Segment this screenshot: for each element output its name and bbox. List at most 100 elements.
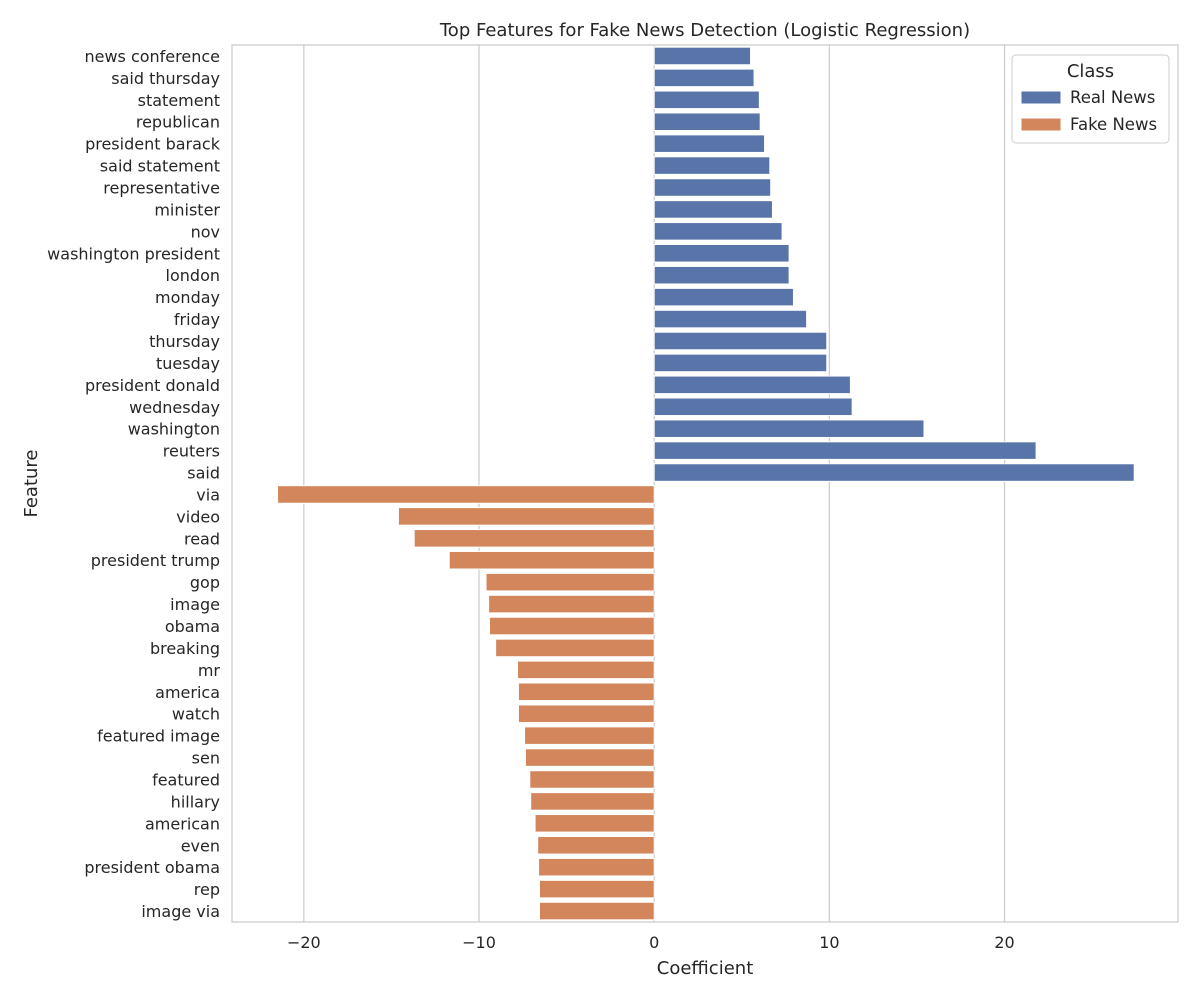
- y-tick-label: sen: [192, 749, 220, 768]
- bar-real-news: [653, 68, 755, 88]
- y-tick-label: statement: [138, 91, 220, 110]
- x-tick-labels: −20 −10 0 10 20: [287, 933, 1015, 952]
- y-tick-label: representative: [103, 179, 220, 198]
- legend-entries: Real News Fake News: [1020, 88, 1157, 134]
- x-tick-label: −10: [462, 933, 496, 952]
- bar-fake-news: [538, 879, 655, 899]
- bar-fake-news: [488, 594, 655, 614]
- y-tick-label: president donald: [85, 376, 220, 395]
- legend-swatch: [1020, 117, 1062, 132]
- bar-fake-news: [397, 507, 655, 526]
- y-tick-label: even: [181, 836, 220, 855]
- bar-fake-news: [530, 792, 655, 811]
- y-tick-label: said statement: [100, 157, 220, 176]
- legend-label: Real News: [1070, 88, 1155, 107]
- bar-fake-news: [413, 529, 655, 548]
- bar-real-news: [653, 222, 783, 241]
- bar-fake-news: [538, 857, 655, 877]
- x-tick-label: 0: [649, 933, 659, 952]
- y-tick-label: said thursday: [111, 69, 220, 88]
- y-tick-label: news conference: [84, 47, 220, 66]
- bar-real-news: [653, 112, 761, 132]
- y-tick-label: wednesday: [129, 398, 220, 417]
- y-tick-label: image via: [141, 902, 220, 921]
- y-tick-label: republican: [136, 113, 220, 132]
- bar-real-news: [653, 309, 808, 329]
- bar-fake-news: [537, 835, 655, 855]
- bar-real-news: [653, 331, 828, 351]
- y-tick-label: president barack: [85, 135, 221, 154]
- bars: [277, 46, 1135, 921]
- bar-real-news: [653, 265, 790, 285]
- bar-fake-news: [485, 572, 655, 592]
- y-tick-label: london: [166, 266, 220, 285]
- chart-title: Top Features for Fake News Detection (Lo…: [439, 20, 970, 41]
- y-tick-label: watch: [172, 705, 220, 724]
- bar-fake-news: [517, 704, 655, 723]
- y-tick-label: said: [187, 464, 220, 483]
- y-tick-label: featured image: [97, 727, 220, 746]
- y-tick-label: rep: [194, 880, 220, 899]
- y-tick-label: president obama: [84, 858, 220, 877]
- bar-real-news: [653, 134, 766, 153]
- y-tick-label: monday: [155, 288, 220, 307]
- y-tick-label: obama: [165, 617, 220, 636]
- bar-real-news: [653, 244, 790, 263]
- bar-real-news: [653, 463, 1135, 482]
- bar-fake-news: [538, 901, 655, 921]
- bar-fake-news: [517, 660, 655, 680]
- y-tick-label: minister: [154, 200, 220, 219]
- bar-real-news: [653, 353, 828, 373]
- y-tick-label: featured: [152, 770, 220, 789]
- y-tick-label: tuesday: [156, 354, 220, 373]
- y-tick-label: nov: [191, 222, 220, 241]
- bar-fake-news: [534, 814, 655, 833]
- bar-real-news: [653, 419, 925, 438]
- y-tick-label: breaking: [150, 639, 220, 658]
- y-tick-label: video: [176, 507, 220, 526]
- x-tick-label: 20: [994, 933, 1014, 952]
- bar-real-news: [653, 397, 853, 417]
- y-tick-label: president trump: [91, 551, 220, 570]
- bar-fake-news: [517, 682, 655, 702]
- legend-swatch: [1020, 90, 1062, 105]
- legend-label: Fake News: [1070, 115, 1157, 134]
- bar-fake-news: [448, 550, 655, 570]
- y-tick-label: america: [155, 683, 220, 702]
- y-tick-label: gop: [190, 573, 220, 592]
- y-tick-label: thursday: [149, 332, 220, 351]
- plot-frame: [231, 44, 1179, 923]
- bar-real-news: [653, 178, 772, 197]
- bar-real-news: [653, 200, 773, 219]
- bar-fake-news: [489, 616, 655, 636]
- y-tick-label: friday: [174, 310, 220, 329]
- bar-real-news: [653, 90, 760, 110]
- x-tick-label: −20: [287, 933, 321, 952]
- bar-fake-news: [277, 485, 655, 504]
- bar-fake-news: [529, 770, 655, 789]
- bar-real-news: [653, 441, 1037, 460]
- y-tick-label: hillary: [171, 792, 220, 811]
- bar-real-news: [653, 375, 851, 395]
- y-tick-label: washington: [128, 420, 220, 439]
- legend-title: Class: [1067, 61, 1114, 82]
- bar-real-news: [653, 156, 771, 175]
- legend: Class Real News Fake News: [1011, 54, 1170, 144]
- bar-fake-news: [524, 726, 655, 745]
- y-tick-label: image: [170, 595, 220, 614]
- y-tick-label: mr: [198, 661, 221, 680]
- y-tick-label: read: [184, 529, 220, 548]
- y-axis-label: Feature: [21, 449, 42, 517]
- bar-real-news: [653, 46, 752, 66]
- bar-fake-news: [495, 638, 655, 658]
- y-tick-label: american: [145, 814, 220, 833]
- y-tick-label: reuters: [163, 442, 220, 461]
- x-axis-label: Coefficient: [657, 958, 754, 979]
- y-tick-label: via: [196, 485, 220, 504]
- bar-fake-news: [524, 748, 655, 767]
- x-tick-label: 10: [819, 933, 839, 952]
- bar-real-news: [653, 287, 794, 307]
- y-tick-labels: news conference said thursday statement rep…: [47, 47, 221, 921]
